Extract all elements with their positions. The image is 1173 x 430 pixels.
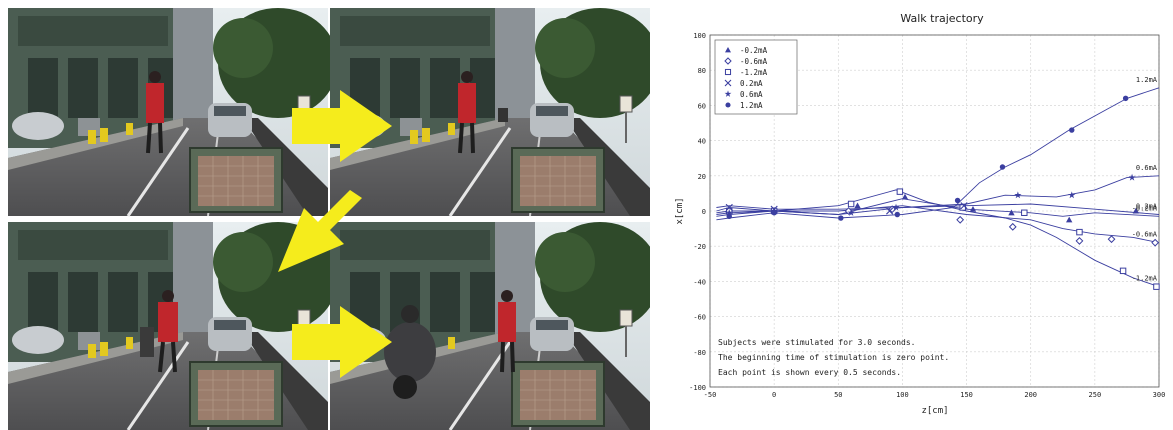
series-end-labels: -0.2mA -0.6mA -1.2mA 0.2mA 0.6mA 1.2mA bbox=[1132, 76, 1158, 283]
marker-star bbox=[1128, 173, 1136, 181]
marker-x bbox=[886, 207, 894, 215]
marker-triangle bbox=[1132, 207, 1140, 214]
legend-label: -0.2mA bbox=[740, 46, 768, 55]
series-lines bbox=[716, 87, 1160, 288]
series-end-label: 0.6mA bbox=[1136, 164, 1158, 172]
x-tick-label: 300 bbox=[1153, 391, 1166, 399]
y-tick-label: 40 bbox=[698, 138, 706, 146]
marker-diamond bbox=[1151, 238, 1160, 247]
marker-triangle bbox=[969, 206, 977, 212]
y-tick-label: 60 bbox=[698, 102, 706, 110]
y-tick-label: -80 bbox=[693, 349, 706, 357]
series-end-label: -1.2mA bbox=[1132, 275, 1158, 283]
x-tick-label: -50 bbox=[704, 391, 717, 399]
marker-dot bbox=[771, 210, 777, 216]
series-end-label: 0.2mA bbox=[1136, 203, 1158, 211]
legend-label: 0.2mA bbox=[740, 79, 763, 88]
frame-3 bbox=[6, 220, 340, 430]
marker-square bbox=[847, 200, 855, 208]
x-tick-label: 0 bbox=[772, 391, 776, 399]
series-line bbox=[716, 189, 1160, 288]
marker-dot bbox=[726, 213, 732, 219]
annotation-3: Each point is shown every 0.5 seconds. bbox=[718, 368, 901, 377]
marker-diamond bbox=[1008, 222, 1017, 231]
frame-4 bbox=[328, 220, 650, 430]
y-tick-label: 0 bbox=[702, 208, 706, 216]
marker-dot bbox=[894, 211, 901, 218]
marker-star bbox=[1014, 191, 1022, 199]
marker-triangle bbox=[901, 193, 909, 200]
arrow-right-icon bbox=[292, 306, 392, 378]
annotations: Subjects were stimulated for 3.0 seconds… bbox=[718, 338, 949, 377]
marker-diamond bbox=[724, 57, 732, 65]
photo-sequence bbox=[6, 6, 650, 430]
legend-label: -1.2mA bbox=[740, 68, 768, 77]
arrow-down-left-icon bbox=[278, 190, 362, 272]
x-ticks: -50 0 50 100 150 200 250 300 bbox=[704, 391, 1166, 399]
arrow-right-icon bbox=[292, 90, 392, 162]
legend-label: 1.2mA bbox=[740, 101, 763, 110]
marker-diamond bbox=[956, 215, 965, 224]
x-axis-label: z[cm] bbox=[921, 406, 948, 416]
legend-label: 0.6mA bbox=[740, 90, 763, 99]
marker-star bbox=[724, 90, 732, 97]
marker-square bbox=[724, 68, 732, 76]
marker-diamond bbox=[1075, 237, 1084, 245]
legend: -0.2mA -0.6mA -1.2mA 0.2mA 0.6mA 1.2mA bbox=[714, 39, 798, 115]
annotation-2: The beginning time of stimulation is zer… bbox=[718, 353, 949, 362]
marker-x bbox=[960, 202, 968, 210]
marker-dot bbox=[1122, 95, 1129, 102]
y-tick-label: 80 bbox=[698, 67, 706, 75]
frame-1 bbox=[6, 6, 340, 218]
marker-star bbox=[725, 208, 733, 216]
marker-dot bbox=[838, 215, 844, 221]
series-end-label: -0.6mA bbox=[1132, 231, 1158, 239]
marker-triangle bbox=[725, 47, 731, 53]
x-tick-label: 200 bbox=[1024, 391, 1037, 399]
x-tick-label: 250 bbox=[1089, 391, 1102, 399]
marker-diamond bbox=[1107, 235, 1116, 244]
marker-x bbox=[724, 79, 732, 87]
marker-triangle bbox=[1066, 216, 1073, 223]
y-ticks: -100 -80 -60 -40 -20 0 20 40 60 80 100 bbox=[689, 32, 706, 392]
x-tick-label: 150 bbox=[960, 391, 973, 399]
series-end-label: 1.2mA bbox=[1136, 76, 1158, 84]
walk-trajectory-chart: Walk trajectory -100 -80 -60 -40 -20 0 20 40 60 8… bbox=[675, 12, 1166, 416]
legend-label: -0.6mA bbox=[740, 57, 768, 66]
y-tick-label: -60 bbox=[693, 314, 706, 322]
marker-star bbox=[892, 203, 900, 211]
plot-frame bbox=[709, 34, 1160, 388]
chart-title: Walk trajectory bbox=[900, 12, 984, 25]
x-tick-label: 50 bbox=[834, 391, 842, 399]
y-tick-label: -20 bbox=[693, 243, 706, 251]
marker-star bbox=[1068, 191, 1076, 199]
y-tick-label: -40 bbox=[693, 278, 706, 286]
y-tick-label: -100 bbox=[689, 384, 706, 392]
marker-dot bbox=[1069, 127, 1075, 133]
marker-diamond bbox=[888, 205, 897, 214]
y-tick-label: 100 bbox=[693, 32, 706, 40]
marker-dot bbox=[954, 197, 961, 204]
series-markers bbox=[725, 95, 1160, 290]
marker-star bbox=[847, 208, 855, 216]
marker-dot bbox=[725, 102, 731, 108]
marker-x bbox=[725, 203, 733, 212]
marker-square bbox=[1153, 283, 1160, 290]
annotation-1: Subjects were stimulated for 3.0 seconds… bbox=[718, 338, 915, 347]
marker-triangle bbox=[1008, 209, 1015, 216]
marker-square bbox=[1021, 209, 1028, 216]
series-line bbox=[716, 175, 1160, 217]
marker-square bbox=[1076, 228, 1083, 236]
y-axis-label: x[cm] bbox=[675, 197, 685, 224]
marker-square bbox=[1119, 267, 1127, 275]
marker-square bbox=[896, 188, 904, 195]
marker-triangle bbox=[854, 202, 861, 209]
series-line bbox=[716, 205, 1160, 244]
series-end-label: -0.2mA bbox=[1132, 204, 1158, 212]
y-tick-label: 20 bbox=[698, 173, 706, 181]
marker-dot bbox=[999, 164, 1006, 170]
x-tick-label: 100 bbox=[896, 391, 909, 399]
frame-2 bbox=[328, 6, 650, 218]
